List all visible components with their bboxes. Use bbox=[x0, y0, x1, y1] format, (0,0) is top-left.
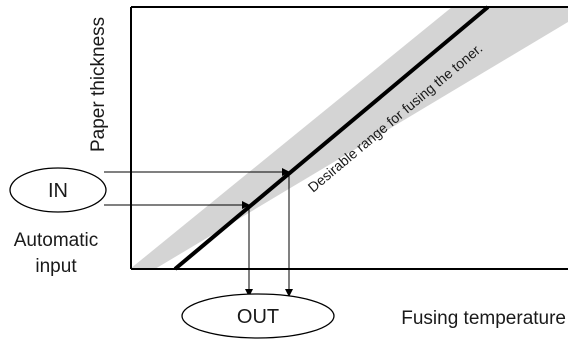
optimal-curve-line bbox=[173, 5, 490, 271]
x-axis-label: Fusing temperature bbox=[401, 308, 566, 329]
input-caption-line2: input bbox=[35, 256, 77, 277]
out-node-label: OUT bbox=[237, 306, 279, 328]
in-node-label: IN bbox=[48, 180, 68, 202]
out-node bbox=[181, 293, 335, 339]
desirable-range-band bbox=[131, 7, 568, 269]
y-axis-label: Paper thickness bbox=[88, 17, 109, 152]
input-caption-line1: Automatic bbox=[14, 230, 98, 251]
in-node bbox=[9, 167, 107, 213]
